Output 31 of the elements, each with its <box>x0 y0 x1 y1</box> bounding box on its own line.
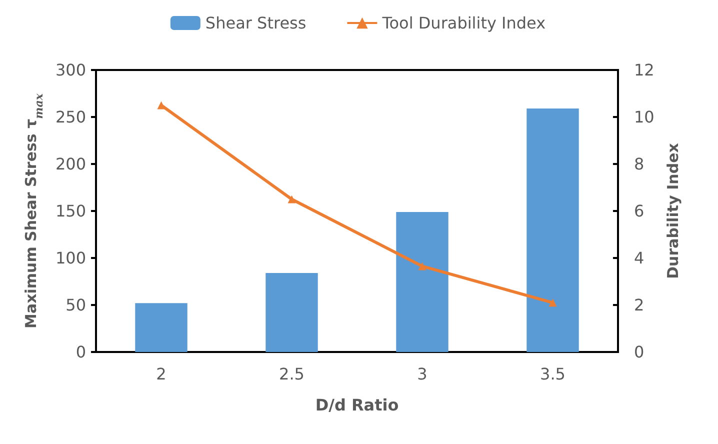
y2-tick-label: 0 <box>634 342 644 362</box>
bar <box>135 303 188 352</box>
x-axis-title: D/d Ratio <box>315 396 399 414</box>
y2-tick-label: 6 <box>634 202 644 220</box>
y2-tick-label: 10 <box>634 108 654 126</box>
y-tick-label: 150 <box>55 202 86 220</box>
bar <box>396 212 448 352</box>
y-tick-label: 50 <box>66 296 86 314</box>
y-tick-label: 250 <box>55 108 86 126</box>
y-axis-title: Maximum Shear Stress τmax <box>22 93 46 328</box>
x-tick-label: 3 <box>417 364 428 384</box>
bar <box>266 273 318 352</box>
x-tick-label: 2 <box>156 364 166 384</box>
x-tick-label: 2.5 <box>279 364 304 384</box>
point <box>548 298 557 307</box>
y2-tick-label: 2 <box>634 296 644 314</box>
y-tick-label: 0 <box>76 342 86 362</box>
point <box>157 101 166 110</box>
legend-label: Tool Durability Index <box>381 14 546 32</box>
y-tick-label: 100 <box>55 248 86 268</box>
y2-tick-label: 12 <box>634 60 654 80</box>
bar <box>526 108 579 352</box>
legend-label: Shear Stress <box>205 14 306 32</box>
x-tick-label: 3.5 <box>540 364 566 384</box>
point <box>418 262 426 270</box>
y2-tick-label: 8 <box>634 154 644 174</box>
y-tick-label: 200 <box>55 154 86 174</box>
y-tick-label: 300 <box>55 60 86 80</box>
y2-axis-title: Durability Index <box>664 142 682 279</box>
point <box>288 195 296 204</box>
y2-tick-label: 4 <box>634 248 644 268</box>
